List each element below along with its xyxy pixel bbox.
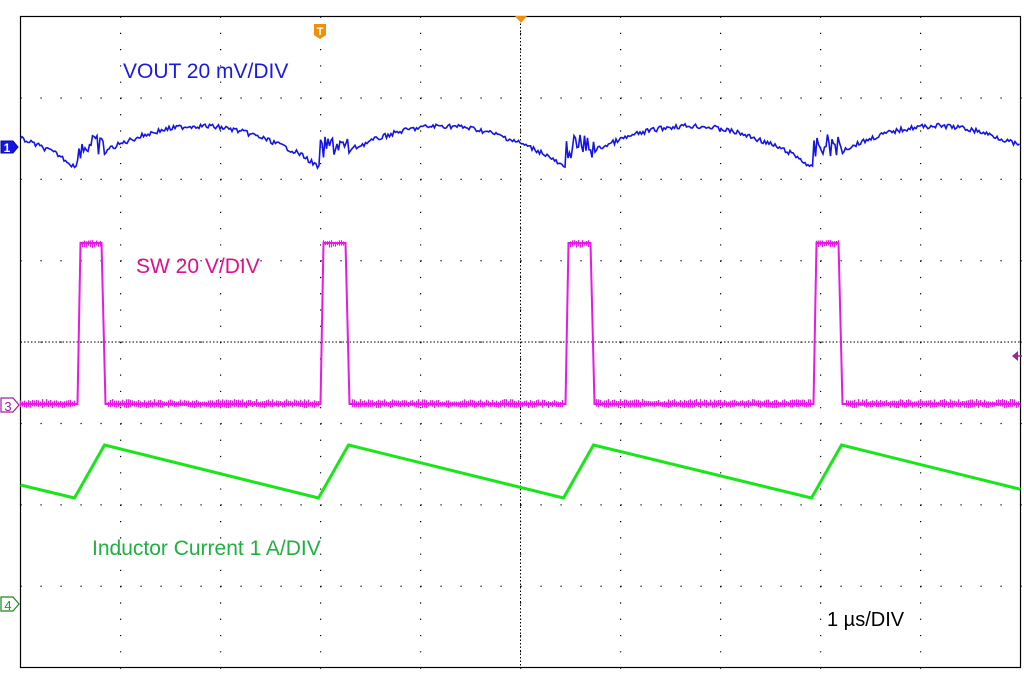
channel-4-marker-icon[interactable]: 4 (0, 596, 20, 613)
svg-text:1: 1 (4, 141, 11, 155)
graticule (20, 16, 1022, 669)
sw-scale-label: SW 20 V/DIV (136, 255, 260, 278)
inductor-current-trace (20, 443, 1021, 500)
channel-1-marker-icon[interactable]: 1 (0, 140, 19, 155)
timebase-label: 1 µs/DIV (827, 609, 905, 631)
channel-3-marker-icon[interactable]: 3 (0, 397, 20, 414)
trigger-marker-icon[interactable]: T (314, 24, 326, 39)
vout-scale-label: VOUT 20 mV/DIV (123, 60, 289, 83)
svg-text:4: 4 (4, 598, 11, 613)
inductor-current-scale-label: Inductor Current 1 A/DIV (92, 537, 321, 560)
trigger-level-icon[interactable] (1012, 351, 1022, 361)
svg-text:T: T (317, 26, 324, 38)
vout-trace (19, 122, 1020, 170)
trigger-position-icon[interactable] (515, 16, 527, 23)
svg-text:3: 3 (4, 399, 11, 414)
